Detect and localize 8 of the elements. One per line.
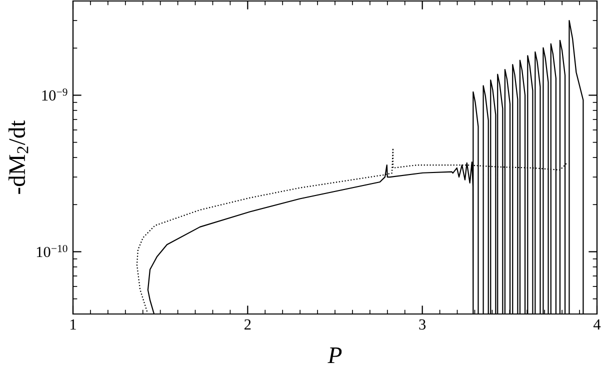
x-tick-label: 1	[70, 319, 76, 330]
y-tick-label: 10$^{−10}$	[36, 244, 68, 258]
x-axis-title: P	[328, 348, 342, 363]
x-tick-label: 2	[244, 319, 251, 330]
y-tick-label: 10$^{−9}$	[42, 88, 68, 101]
x-tick-label: 3	[419, 319, 426, 330]
x-tick-label: 4	[593, 319, 601, 330]
y-axis-title: -dM$_{2}$/dt	[8, 120, 28, 194]
